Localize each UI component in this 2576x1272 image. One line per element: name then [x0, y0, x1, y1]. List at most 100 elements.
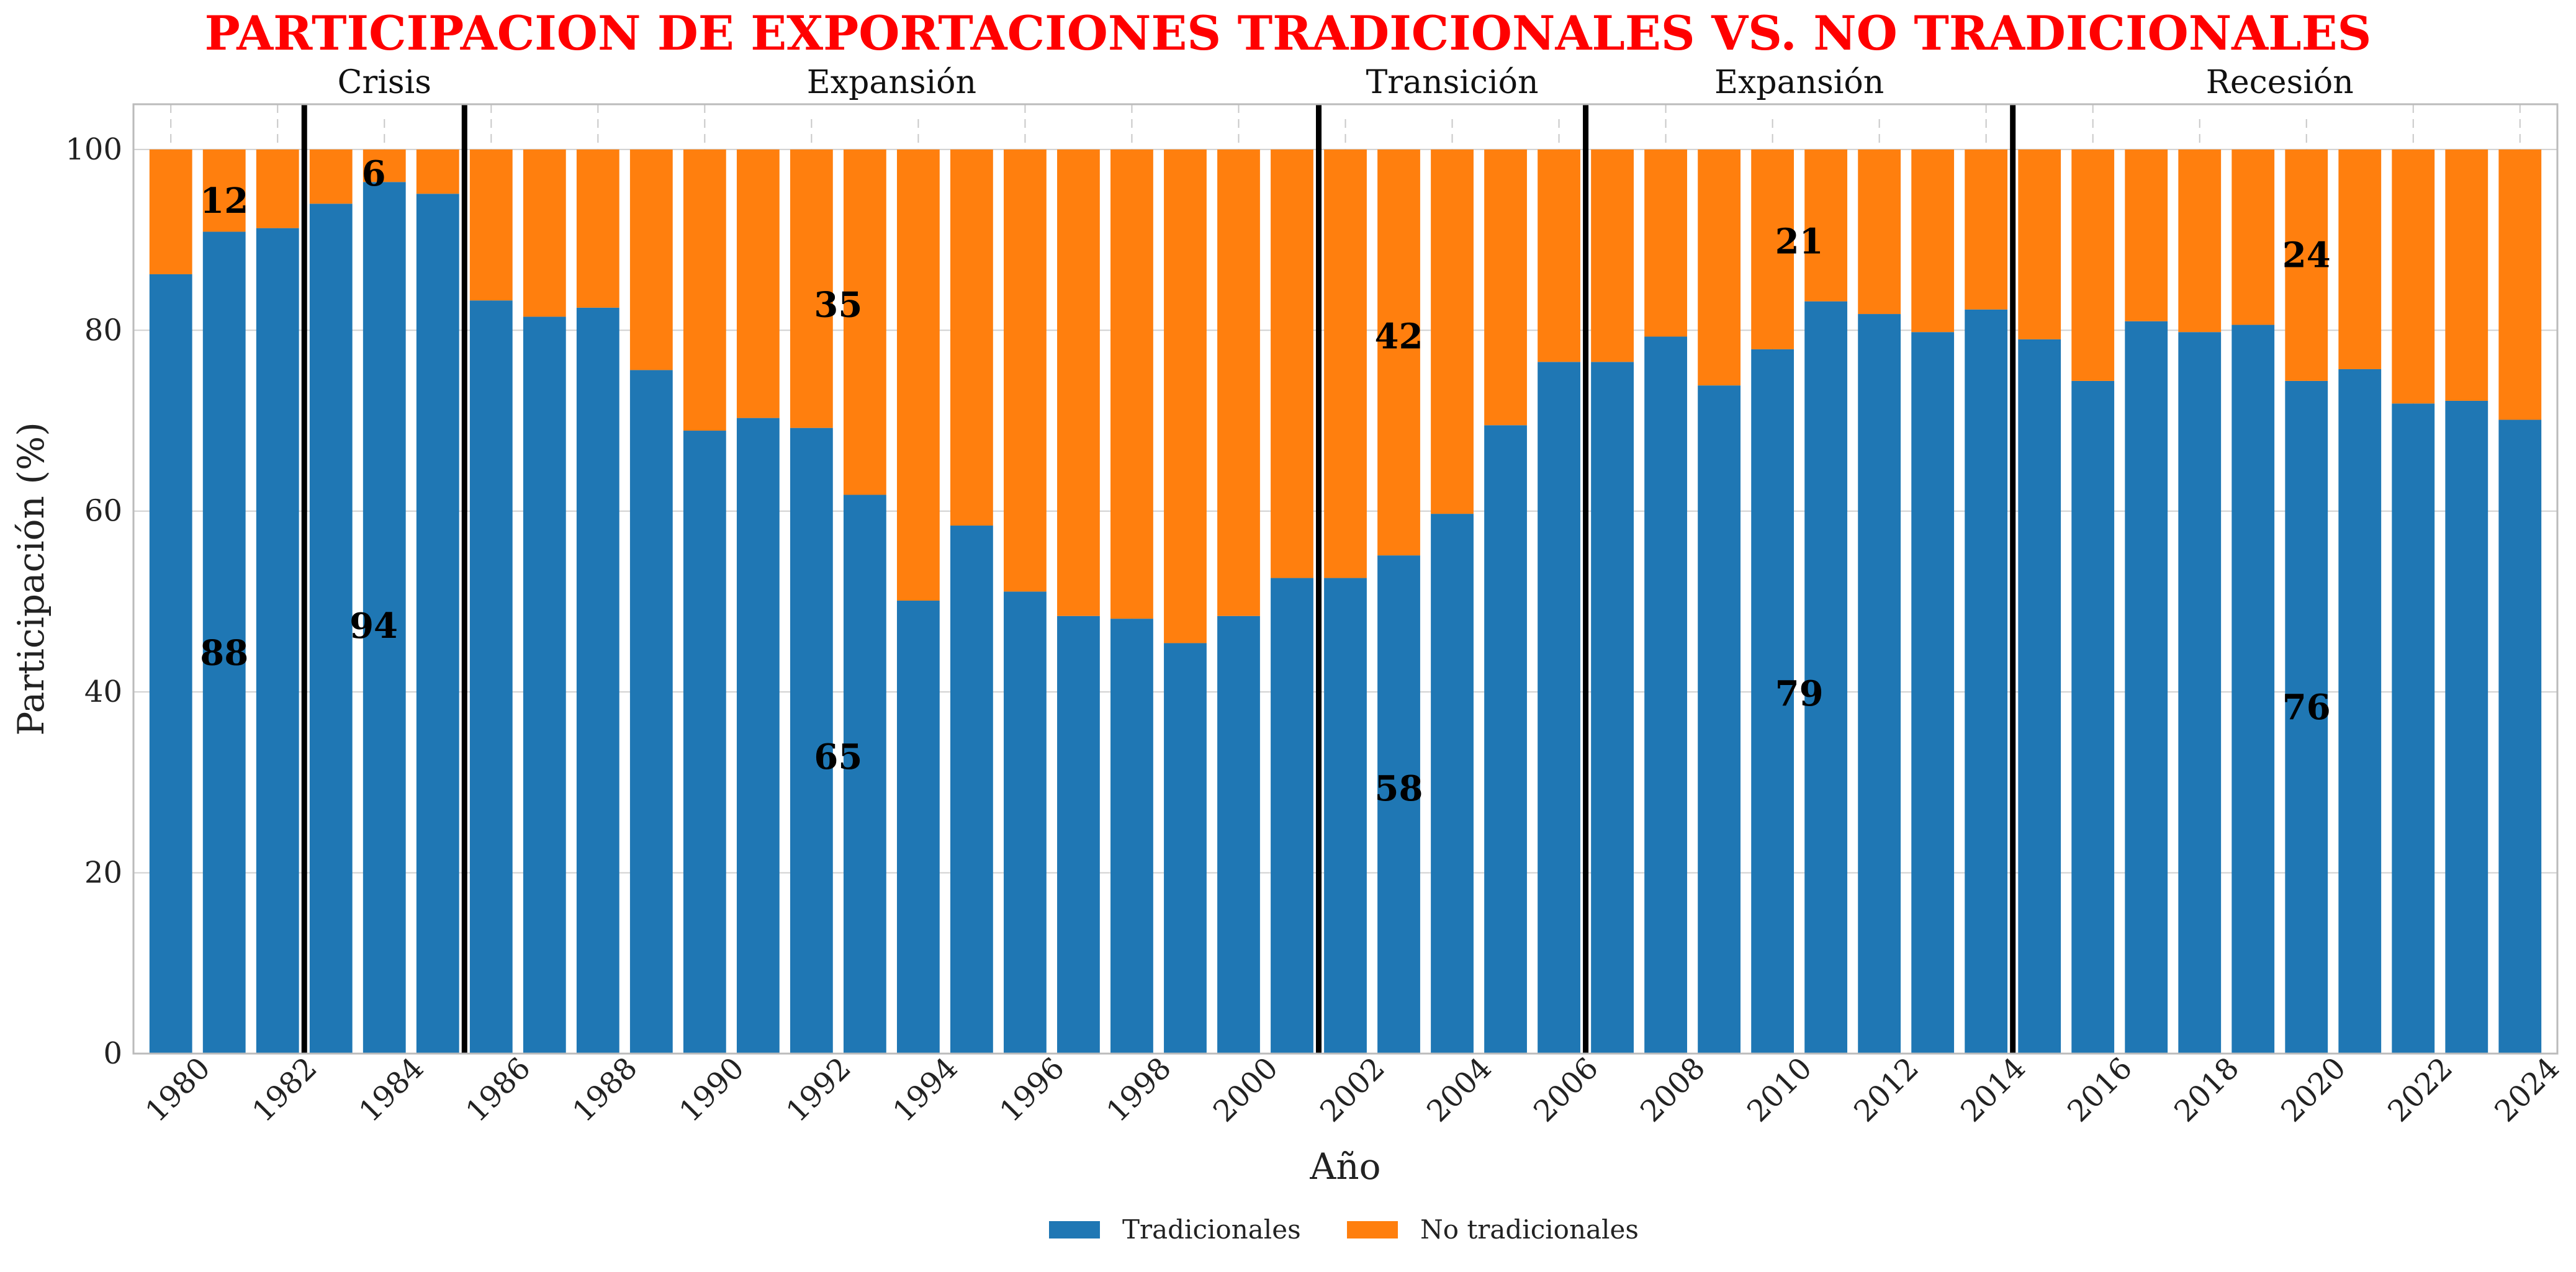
bar-no-tradicionales [256, 149, 299, 228]
bar-tradicionales [950, 526, 993, 1054]
bar-tradicionales [416, 194, 459, 1054]
bar-no-tradicionales [896, 149, 940, 601]
avg-tradicionales-label: 88 [200, 633, 248, 674]
bar-tradicionales [469, 300, 513, 1054]
y-tick-label: 80 [84, 313, 122, 347]
period-label-bg [1340, 79, 1564, 117]
x-tick-label: 2016 [2061, 1050, 2139, 1129]
legend-label: No tradicionales [1420, 1214, 1639, 1245]
period-label: Expansión [807, 64, 976, 101]
x-tick-label: 2004 [1420, 1050, 1498, 1129]
bar-no-tradicionales [1324, 149, 1367, 578]
period-averages: 88 12 94 6 65 35 58 42 79 21 76 24 [200, 153, 2330, 809]
period-dividers [301, 104, 2016, 1054]
bar-no-tradicionales [1484, 149, 1527, 426]
bar-no-tradicionales [523, 149, 566, 317]
bar-no-tradicionales [1911, 149, 1955, 333]
x-tick-label: 1992 [780, 1050, 858, 1129]
legend: Tradicionales No tradicionales [1049, 1214, 1639, 1245]
bar-tradicionales [1057, 616, 1100, 1054]
bar-tradicionales [736, 418, 780, 1054]
bar-tradicionales [2071, 380, 2115, 1054]
x-tick-label: 1998 [1100, 1050, 1178, 1129]
bar-no-tradicionales [469, 149, 513, 301]
bar-no-tradicionales [2392, 149, 2435, 404]
x-tick-label: 2008 [1634, 1050, 1712, 1129]
bar-tradicionales [1324, 578, 1367, 1054]
bar-tradicionales [1271, 578, 1313, 1054]
bar-tradicionales [1751, 349, 1795, 1054]
x-tick-label: 2024 [2488, 1050, 2566, 1129]
bar-tradicionales [202, 231, 246, 1054]
period-label: Expansión [1714, 64, 1884, 101]
period-label: Transición [1366, 64, 1539, 101]
bar-tradicionales [2231, 325, 2275, 1054]
bar-tradicionales [1164, 643, 1207, 1054]
avg-no-tradicionales-label: 6 [362, 153, 386, 194]
bar-tradicionales [309, 204, 353, 1054]
bar-no-tradicionales [683, 149, 726, 431]
x-tick-label: 2014 [1954, 1050, 2032, 1129]
bar-no-tradicionales [202, 149, 246, 232]
bar-no-tradicionales [1271, 149, 1313, 578]
bar-no-tradicionales [1965, 149, 2008, 310]
x-tick-label: 2012 [1847, 1050, 1925, 1129]
legend-swatch [1049, 1221, 1100, 1238]
bar-tradicionales [1004, 591, 1047, 1054]
bar-tradicionales [363, 182, 406, 1054]
x-axis-ticks: 1980 1982 1984 1986 1988 1990 1992 1994 1996 1998… [139, 1050, 2567, 1129]
bar-no-tradicionales [2071, 149, 2115, 381]
period-label-bg [2187, 79, 2372, 117]
bar-tradicionales [1591, 362, 1634, 1054]
bar-tradicionales [2498, 419, 2542, 1054]
x-tick-label: 1986 [459, 1050, 538, 1129]
bar-no-tradicionales [1804, 149, 1848, 302]
bar-tradicionales [2338, 369, 2382, 1054]
bar-no-tradicionales [2445, 149, 2488, 401]
bar-no-tradicionales [2178, 149, 2222, 333]
bar-no-tradicionales [1110, 149, 1153, 619]
bar-tradicionales [1538, 362, 1580, 1054]
bar-no-tradicionales [1538, 149, 1580, 362]
x-axis-label: Año [1309, 1145, 1380, 1188]
bar-tradicionales [629, 370, 673, 1054]
plot-frame [132, 103, 2559, 1055]
bar-no-tradicionales [416, 149, 459, 194]
bar-tradicionales [1858, 314, 1901, 1054]
bar-tradicionales [1965, 309, 2008, 1054]
bar-no-tradicionales [2498, 149, 2542, 420]
avg-no-tradicionales-label: 24 [2282, 235, 2331, 275]
bar-tradicionales [1217, 616, 1260, 1054]
bar-tradicionales [2392, 403, 2435, 1054]
bar-no-tradicionales [629, 149, 673, 370]
period-label: Recesión [2206, 64, 2354, 101]
avg-tradicionales-label: 58 [1375, 768, 1423, 809]
bar-tradicionales [1698, 385, 1741, 1054]
bar-no-tradicionales [1377, 149, 1420, 556]
x-tick-label: 1982 [246, 1050, 324, 1129]
legend-swatch [1347, 1221, 1398, 1238]
bar-no-tradicionales [309, 149, 353, 204]
x-tick-label: 1994 [886, 1050, 965, 1129]
bar-no-tradicionales [1858, 149, 1901, 315]
bar-tradicionales [576, 307, 619, 1054]
y-axis-label: Participación (%) [10, 422, 52, 735]
avg-no-tradicionales-label: 35 [814, 285, 862, 326]
bar-no-tradicionales [1004, 149, 1047, 592]
y-axis-ticks: 0 20 40 60 80 100 [65, 132, 122, 1071]
x-tick-label: 2022 [2381, 1050, 2459, 1129]
x-tick-label: 1980 [139, 1050, 217, 1129]
bar-tradicionales [149, 274, 192, 1054]
bar-tradicionales [2285, 380, 2328, 1054]
period-labels: Crisis Expansión Transición Expansión Recesi… [312, 64, 2372, 117]
bar-no-tradicionales [2125, 149, 2168, 321]
bar-no-tradicionales [950, 149, 993, 526]
bar-tradicionales [683, 431, 726, 1054]
x-tick-label: 2002 [1313, 1050, 1392, 1129]
period-label-bg [1697, 79, 1901, 117]
period-label-bg [312, 79, 457, 117]
bar-tradicionales [2018, 339, 2061, 1054]
bar-no-tradicionales [843, 149, 886, 495]
bar-tradicionales [896, 600, 940, 1054]
